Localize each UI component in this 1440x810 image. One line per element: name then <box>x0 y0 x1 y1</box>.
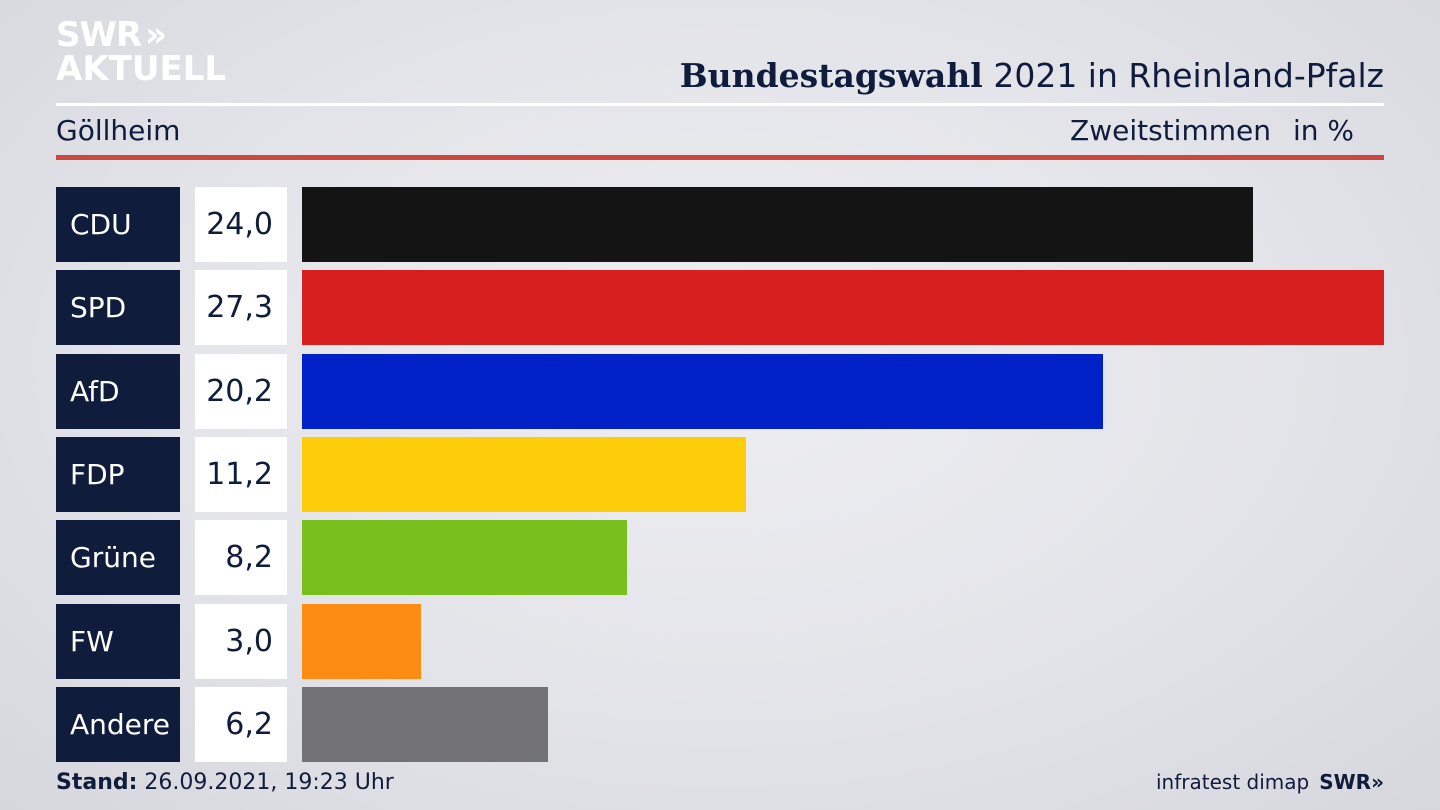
title-rest: 2021 in Rheinland-Pfalz <box>993 56 1384 95</box>
bar <box>302 436 746 512</box>
logo-line1: SWR <box>56 15 142 55</box>
bar <box>302 603 421 679</box>
bar-row: FW 3,0 <box>56 603 1384 679</box>
value-label: 27,3 <box>195 270 287 346</box>
bar-row: FDP 11,2 <box>56 436 1384 512</box>
party-label: CDU <box>56 187 180 262</box>
party-label: FDP <box>56 436 180 512</box>
stand-label: Stand: <box>56 770 138 795</box>
party-label: AfD <box>56 353 180 429</box>
party-label: Andere <box>56 686 180 762</box>
value-label: 11,2 <box>195 436 287 512</box>
unit-label: in % <box>1292 114 1354 147</box>
value-label: 3,0 <box>195 603 287 679</box>
bar-row: Andere 6,2 <box>56 686 1384 762</box>
source-credit: infratest dimap SWR» <box>1156 770 1384 794</box>
bar <box>302 353 1103 429</box>
measure-label: Zweitstimmen in % <box>1070 114 1354 147</box>
source-name: infratest dimap <box>1156 770 1310 794</box>
bar-row: Grüne 8,2 <box>56 520 1384 596</box>
value-label: 8,2 <box>195 520 287 596</box>
bar <box>302 270 1384 346</box>
swr-aktuell-logo: SWR» AKTUELL <box>56 18 226 86</box>
chart-title: Bundestagswahl 2021 in Rheinland-Pfalz <box>680 56 1384 95</box>
value-label: 20,2 <box>195 353 287 429</box>
timestamp: Stand: 26.09.2021, 19:23 Uhr <box>56 770 394 795</box>
measure-name: Zweitstimmen <box>1070 114 1271 147</box>
bar-row: CDU 24,0 <box>56 187 1384 262</box>
party-label: SPD <box>56 270 180 346</box>
header-divider <box>56 103 1384 106</box>
accent-divider <box>56 155 1384 160</box>
party-label: Grüne <box>56 520 180 596</box>
bar <box>302 686 548 762</box>
bar-row: AfD 20,2 <box>56 353 1384 429</box>
title-bold: Bundestagswahl <box>679 56 983 95</box>
swr-logo: SWR» <box>1319 770 1384 794</box>
bar <box>302 520 627 596</box>
logo-chevrons-icon: » <box>145 15 167 55</box>
logo-line2: AKTUELL <box>56 49 227 89</box>
bar <box>302 187 1253 262</box>
bar-row: SPD 27,3 <box>56 270 1384 346</box>
value-label: 6,2 <box>195 686 287 762</box>
region-name: Göllheim <box>56 114 181 147</box>
value-label: 24,0 <box>195 187 287 262</box>
stand-value: 26.09.2021, 19:23 Uhr <box>144 770 394 795</box>
party-label: FW <box>56 603 180 679</box>
